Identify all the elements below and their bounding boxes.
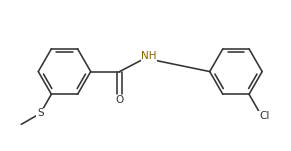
Text: Cl: Cl: [259, 111, 269, 122]
Text: NH: NH: [141, 51, 157, 61]
Text: O: O: [116, 95, 124, 105]
Text: S: S: [37, 108, 44, 118]
